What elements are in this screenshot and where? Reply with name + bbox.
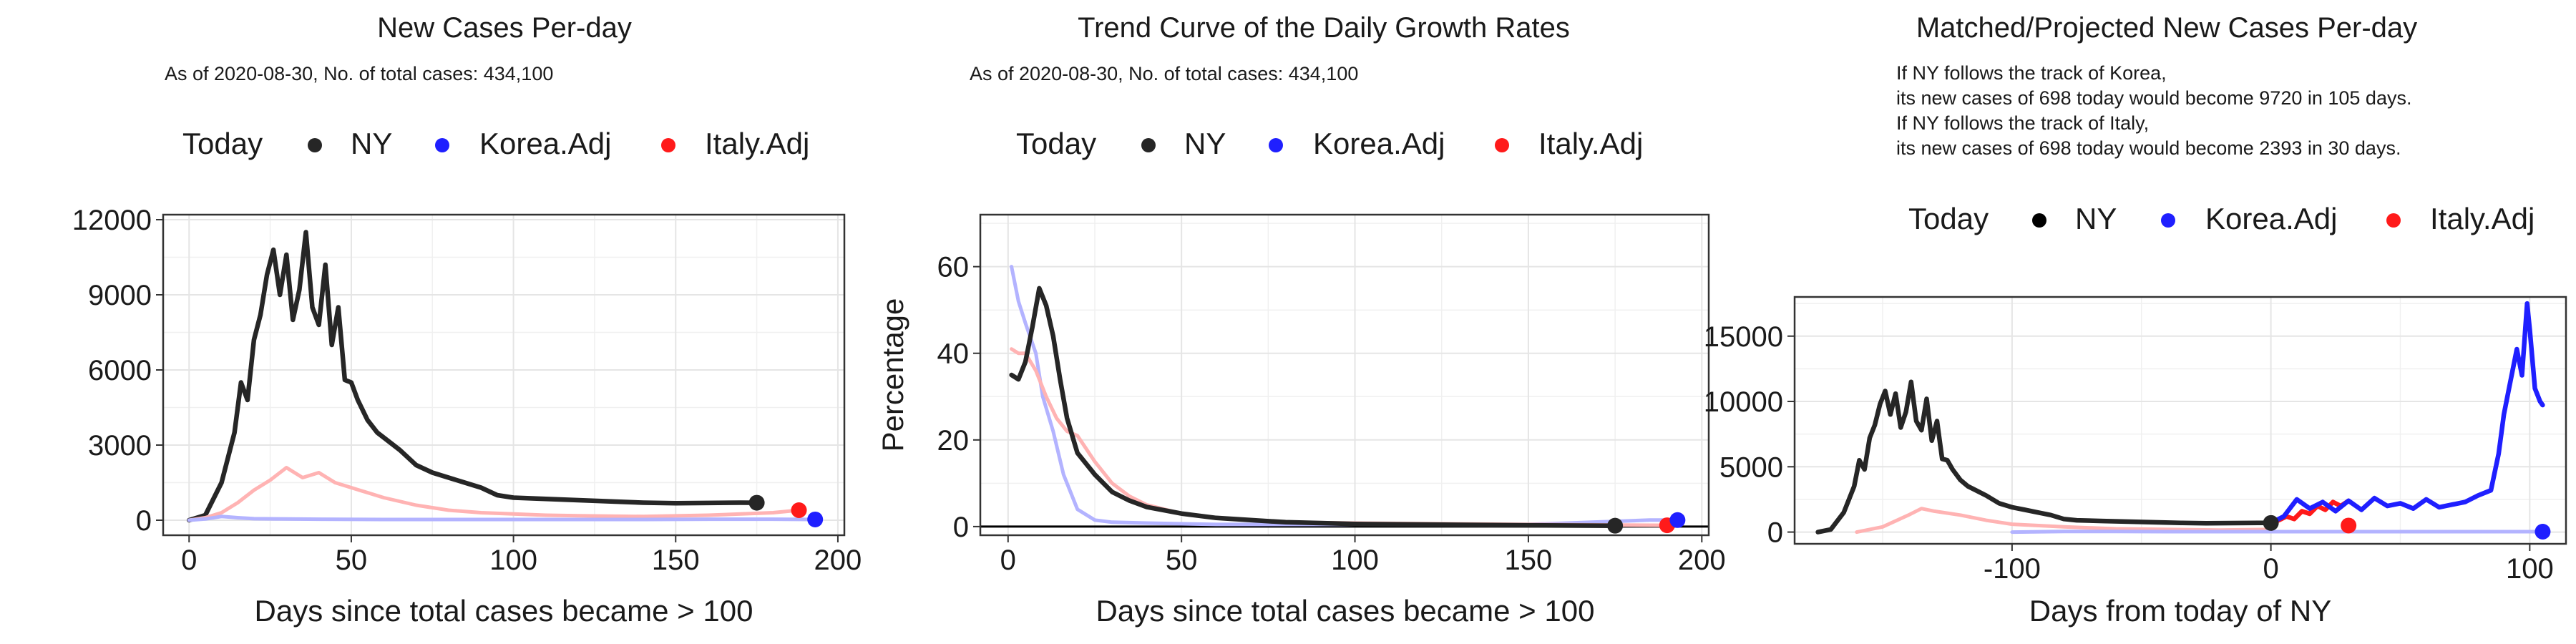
legend-label-korea: Korea.Adj xyxy=(479,127,611,160)
y-tick-label: 3000 xyxy=(88,430,152,462)
annotation-line: its new cases of 698 today would become … xyxy=(1896,137,2401,159)
y-tick-label: 20 xyxy=(937,425,970,457)
today-point xyxy=(2341,517,2357,534)
today-point xyxy=(748,494,765,511)
today-point xyxy=(807,511,824,527)
legend-label-korea: Korea.Adj xyxy=(2205,202,2337,235)
y-tick-label: 0 xyxy=(1767,517,1783,549)
legend-key-ny xyxy=(308,138,322,152)
x-axis-label: Days since total cases became > 100 xyxy=(255,594,753,628)
legend-label-italy: Italy.Adj xyxy=(1538,127,1643,160)
legend: Today NY Korea.Adj Italy.Adj xyxy=(182,127,809,160)
legend-label-italy: Italy.Adj xyxy=(705,127,809,160)
annotation-line: If NY follows the track of Italy, xyxy=(1896,112,2149,134)
chart-title: New Cases Per-day xyxy=(377,12,632,44)
y-tick-label: 40 xyxy=(937,338,970,370)
annotation-line: its new cases of 698 today would become … xyxy=(1896,87,2411,109)
plot-border xyxy=(1793,296,2567,545)
series-line xyxy=(187,514,817,522)
legend-key-italy xyxy=(661,138,675,152)
x-tick-label: -100 xyxy=(1984,553,2041,585)
plot-border xyxy=(979,213,1710,537)
y-tick-label: 0 xyxy=(953,512,969,543)
plot-area: -100 0 100 0 5000 10000 15000 xyxy=(1704,296,2567,585)
y-tick-label: 60 xyxy=(937,252,970,283)
x-tick-label: 100 xyxy=(1331,545,1379,576)
annotation-line: If NY follows the track of Korea, xyxy=(1896,62,2167,84)
legend-label-ny: NY xyxy=(351,127,392,160)
x-axis-label: Days since total cases became > 100 xyxy=(1096,594,1595,628)
x-axis-label: Days from today of NY xyxy=(2029,594,2331,628)
panel-new-cases: New Cases Per-day As of 2020-08-30, No. … xyxy=(72,12,862,628)
plot-border xyxy=(162,213,846,537)
series-line xyxy=(1815,379,2273,535)
series-line xyxy=(187,230,759,523)
legend-label-korea: Korea.Adj xyxy=(1313,127,1445,160)
legend: Today NY Korea.Adj Italy.Adj xyxy=(1016,127,1643,160)
panel-projection: Matched/Projected New Cases Per-day If N… xyxy=(1704,12,2567,628)
legend-key-italy xyxy=(1495,138,1509,152)
series-line xyxy=(1010,347,1669,527)
chart-title: Trend Curve of the Daily Growth Rates xyxy=(1078,12,1570,44)
series-line xyxy=(1009,286,1618,528)
x-tick-label: 50 xyxy=(336,545,368,576)
legend-key-italy xyxy=(2386,213,2401,228)
series-line xyxy=(1855,507,2273,535)
plot-area: 0 50 100 150 200 0 3000 6000 9000 12000 xyxy=(72,205,862,576)
series-line xyxy=(187,466,801,522)
y-tick-label: 12000 xyxy=(72,205,152,236)
legend: Today NY Korea.Adj Italy.Adj xyxy=(1908,202,2534,235)
legend-key-korea xyxy=(1269,138,1283,152)
legend-label-ny: NY xyxy=(2075,202,2117,235)
x-tick-label: 100 xyxy=(489,545,537,576)
legend-key-ny xyxy=(2032,213,2046,228)
legend-title: Today xyxy=(1016,127,1096,160)
chart-subtitle: As of 2020-08-30, No. of total cases: 43… xyxy=(970,63,1358,84)
x-tick-label: 0 xyxy=(2263,553,2278,585)
y-tick-label: 10000 xyxy=(1704,386,1783,418)
y-tick-label: 15000 xyxy=(1704,321,1783,353)
legend-title: Today xyxy=(1908,202,1989,235)
x-tick-label: 200 xyxy=(814,545,862,576)
today-point xyxy=(2534,524,2551,540)
x-tick-label: 0 xyxy=(181,545,197,576)
legend-title: Today xyxy=(182,127,263,160)
legend-label-ny: NY xyxy=(1184,127,1226,160)
legend-label-italy: Italy.Adj xyxy=(2430,202,2534,235)
legend-key-korea xyxy=(2161,213,2175,228)
x-tick-label: 0 xyxy=(1000,545,1016,576)
today-point xyxy=(1669,512,1686,528)
y-tick-label: 9000 xyxy=(88,280,152,311)
x-tick-label: 150 xyxy=(652,545,700,576)
today-point xyxy=(2263,514,2279,531)
y-tick-label: 5000 xyxy=(1719,452,1783,483)
x-tick-label: 150 xyxy=(1505,545,1553,576)
today-point xyxy=(1607,517,1624,534)
y-tick-label: 6000 xyxy=(88,355,152,386)
series-line xyxy=(2268,301,2545,526)
chart-subtitle: As of 2020-08-30, No. of total cases: 43… xyxy=(165,63,553,84)
today-point xyxy=(791,502,807,518)
y-axis-label: Percentage xyxy=(876,298,909,452)
x-tick-label: 200 xyxy=(1678,545,1726,576)
series-line xyxy=(1010,265,1679,527)
legend-key-ny xyxy=(1141,138,1156,152)
x-tick-label: 50 xyxy=(1166,545,1198,576)
x-tick-label: 100 xyxy=(2506,553,2554,585)
legend-key-korea xyxy=(435,138,449,152)
panel-growth-rates: Trend Curve of the Daily Growth Rates As… xyxy=(876,12,1726,628)
chart-title: Matched/Projected New Cases Per-day xyxy=(1916,12,2417,44)
y-tick-label: 0 xyxy=(136,505,152,537)
plot-area: 0 50 100 150 200 0 20 40 60 xyxy=(937,213,1726,576)
